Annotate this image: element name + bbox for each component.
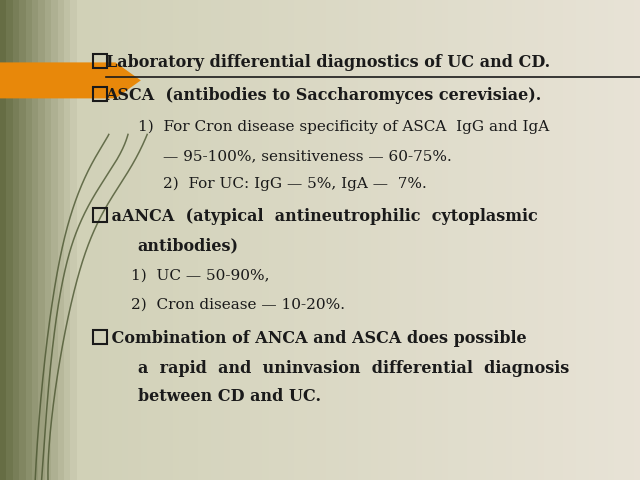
Text: a  rapid  and  uninvasion  differential  diagnosis: a rapid and uninvasion differential diag… — [138, 360, 569, 377]
Text: antibodies): antibodies) — [138, 237, 239, 254]
Bar — [93, 208, 107, 222]
Polygon shape — [0, 62, 141, 98]
Bar — [93, 54, 107, 68]
Text: 2)  Cron disease — 10-20%.: 2) Cron disease — 10-20%. — [131, 298, 345, 312]
Text: aANCA  (atypical  antineutrophilic  cytoplasmic: aANCA (atypical antineutrophilic cytopla… — [106, 208, 538, 226]
Text: — 95-100%, sensitiveness — 60-75%.: — 95-100%, sensitiveness — 60-75%. — [163, 149, 452, 163]
Bar — [93, 330, 107, 344]
Text: 2)  For UC: IgG — 5%, IgA —  7%.: 2) For UC: IgG — 5%, IgA — 7%. — [163, 176, 427, 191]
Text: Combination of ANCA and ASCA does possible: Combination of ANCA and ASCA does possib… — [106, 330, 526, 347]
Text: between CD and UC.: between CD and UC. — [138, 388, 321, 406]
Text: Laboratory differential diagnostics of UC and CD.: Laboratory differential diagnostics of U… — [106, 54, 550, 71]
Text: ASCA  (antibodies to Saccharomyces cerevisiae).: ASCA (antibodies to Saccharomyces cerevi… — [106, 87, 542, 105]
Text: 1)  UC — 50-90%,: 1) UC — 50-90%, — [131, 269, 269, 283]
Bar — [93, 87, 107, 101]
Text: 1)  For Cron disease specificity of ASCA  IgG and IgA: 1) For Cron disease specificity of ASCA … — [138, 120, 549, 134]
